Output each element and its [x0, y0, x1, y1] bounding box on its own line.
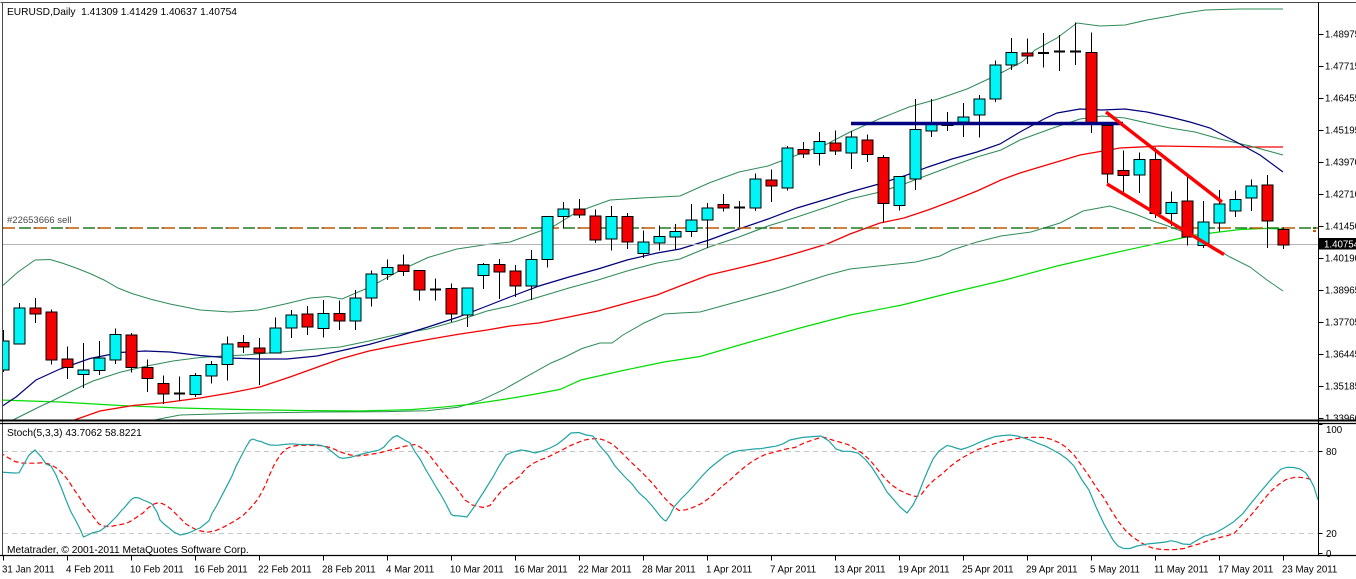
- svg-text:1.40754: 1.40754: [1324, 240, 1356, 251]
- svg-text:1.38965: 1.38965: [1325, 286, 1356, 297]
- svg-text:Stoch(5,3,3) 43.7062 58.8221: Stoch(5,3,3) 43.7062 58.8221: [7, 428, 142, 439]
- svg-text:#22653666 sell: #22653666 sell: [7, 215, 71, 226]
- svg-text:22 Feb 2011: 22 Feb 2011: [258, 565, 312, 576]
- svg-text:1.37705: 1.37705: [1325, 318, 1356, 329]
- svg-text:4 Feb 2011: 4 Feb 2011: [66, 565, 114, 576]
- svg-text:10 Mar 2011: 10 Mar 2011: [450, 565, 504, 576]
- svg-text:1 Apr 2011: 1 Apr 2011: [706, 565, 752, 576]
- svg-text:4 Mar 2011: 4 Mar 2011: [386, 565, 434, 576]
- svg-text:1.45195: 1.45195: [1325, 126, 1356, 137]
- svg-text:1.43970: 1.43970: [1325, 158, 1356, 169]
- svg-text:7 Apr 2011: 7 Apr 2011: [770, 565, 816, 576]
- svg-text:16 Feb 2011: 16 Feb 2011: [194, 565, 248, 576]
- svg-text:16 Mar 2011: 16 Mar 2011: [514, 565, 568, 576]
- svg-text:28 Feb 2011: 28 Feb 2011: [322, 565, 376, 576]
- svg-text:1.48975: 1.48975: [1325, 30, 1356, 41]
- svg-text:20: 20: [1326, 529, 1337, 540]
- svg-text:1.36445: 1.36445: [1325, 350, 1356, 361]
- svg-text:13 Apr 2011: 13 Apr 2011: [834, 565, 886, 576]
- svg-text:0: 0: [1326, 549, 1332, 560]
- svg-text:25 Apr 2011: 25 Apr 2011: [962, 565, 1014, 576]
- svg-text:19 Apr 2011: 19 Apr 2011: [898, 565, 950, 576]
- svg-text:Metatrader, © 2001-2011 MetaQu: Metatrader, © 2001-2011 MetaQuotes Softw…: [7, 545, 249, 556]
- svg-text:22 Mar 2011: 22 Mar 2011: [578, 565, 632, 576]
- svg-text:1.40190: 1.40190: [1325, 254, 1356, 265]
- svg-text:5 May 2011: 5 May 2011: [1090, 565, 1140, 576]
- svg-text:28 Mar 2011: 28 Mar 2011: [642, 565, 696, 576]
- svg-text:1.42710: 1.42710: [1325, 190, 1356, 201]
- svg-text:100: 100: [1326, 425, 1343, 436]
- svg-text:1.35185: 1.35185: [1325, 382, 1356, 393]
- svg-text:31 Jan 2011: 31 Jan 2011: [2, 565, 55, 576]
- svg-text:23 May 2011: 23 May 2011: [1282, 565, 1337, 576]
- svg-text:EURUSD,Daily 1.41309 1.41429: EURUSD,Daily 1.41309 1.41429 1.40637 1.4…: [7, 7, 237, 18]
- svg-text:1.33960: 1.33960: [1325, 414, 1356, 425]
- svg-text:1.46455: 1.46455: [1325, 94, 1356, 105]
- svg-text:29 Apr 2011: 29 Apr 2011: [1026, 565, 1078, 576]
- svg-text:1.41450: 1.41450: [1325, 222, 1356, 233]
- svg-text:1.47715: 1.47715: [1325, 62, 1356, 73]
- svg-text:17 May 2011: 17 May 2011: [1218, 565, 1273, 576]
- svg-text:11 May 2011: 11 May 2011: [1154, 565, 1209, 576]
- svg-text:80: 80: [1326, 447, 1337, 458]
- svg-text:10 Feb 2011: 10 Feb 2011: [130, 565, 184, 576]
